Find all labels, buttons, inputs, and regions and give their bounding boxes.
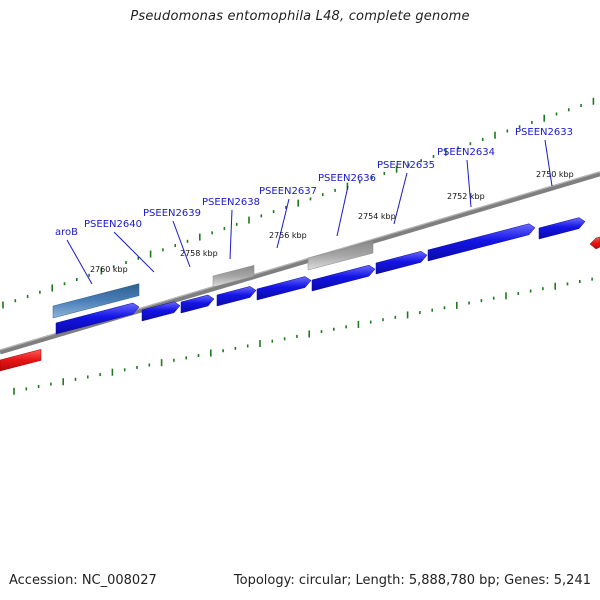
cds-arrow	[375, 251, 428, 275]
gene-label: aroB	[55, 227, 78, 238]
map-title: Pseudomonas entomophila L48, complete ge…	[130, 9, 470, 24]
cds-arrow	[538, 217, 586, 240]
cds-arrow	[311, 264, 376, 292]
tick-label: 2756 kbp	[269, 231, 307, 240]
cds-arrow	[180, 294, 215, 314]
tick-label: 2752 kbp	[447, 192, 485, 201]
tick-label: 2758 kbp	[180, 249, 218, 258]
cds-arrow	[141, 301, 181, 322]
gene-leader-line	[172, 220, 191, 268]
grey-feature	[212, 265, 255, 288]
genome-summary-text: Topology: circular; Length: 5,888,780 bp…	[233, 573, 591, 588]
gene-leader-line	[544, 139, 553, 187]
gene-label: PSEEN2639	[143, 208, 201, 219]
gene-leader-line	[393, 172, 408, 225]
rna-feature-right	[589, 236, 600, 250]
gene-leader-line	[66, 239, 93, 285]
tick-label: 2760 kbp	[90, 265, 128, 274]
feature-layer	[0, 217, 600, 372]
gene-label: PSEEN2640	[84, 219, 142, 230]
cds-arrow	[427, 223, 536, 262]
axis-layer	[0, 97, 600, 395]
gene-leader-line	[229, 209, 233, 260]
gene-label: PSEEN2634	[437, 147, 495, 158]
cds-arrow	[55, 302, 140, 335]
rna-feature-left	[0, 349, 42, 372]
upper-tick-row	[2, 97, 595, 309]
gene-bar-aroB	[52, 283, 140, 319]
cds-arrow	[256, 276, 312, 301]
gene-label: PSEEN2637	[259, 186, 317, 197]
tick-label: 2750 kbp	[536, 170, 574, 179]
gene-leader-line	[466, 159, 472, 208]
gene-leader-line	[276, 198, 290, 249]
gene-label: PSEEN2635	[377, 160, 435, 171]
grey-feature	[307, 240, 374, 271]
gene-leader-line	[336, 185, 349, 237]
gene-label: PSEEN2636	[318, 173, 376, 184]
gene-label: PSEEN2638	[202, 197, 260, 208]
gene-leader-line	[113, 231, 155, 273]
label-layer: 2760 kbp 2758 kbp 2756 kbp 2754 kbp 2752 kbp…	[55, 127, 574, 285]
tick-label: 2754 kbp	[358, 212, 396, 221]
lower-tick-row	[13, 277, 593, 395]
accession-text: Accession: NC_008027	[9, 573, 157, 588]
cds-arrow	[216, 286, 257, 307]
gene-label: PSEEN2633	[515, 127, 573, 138]
